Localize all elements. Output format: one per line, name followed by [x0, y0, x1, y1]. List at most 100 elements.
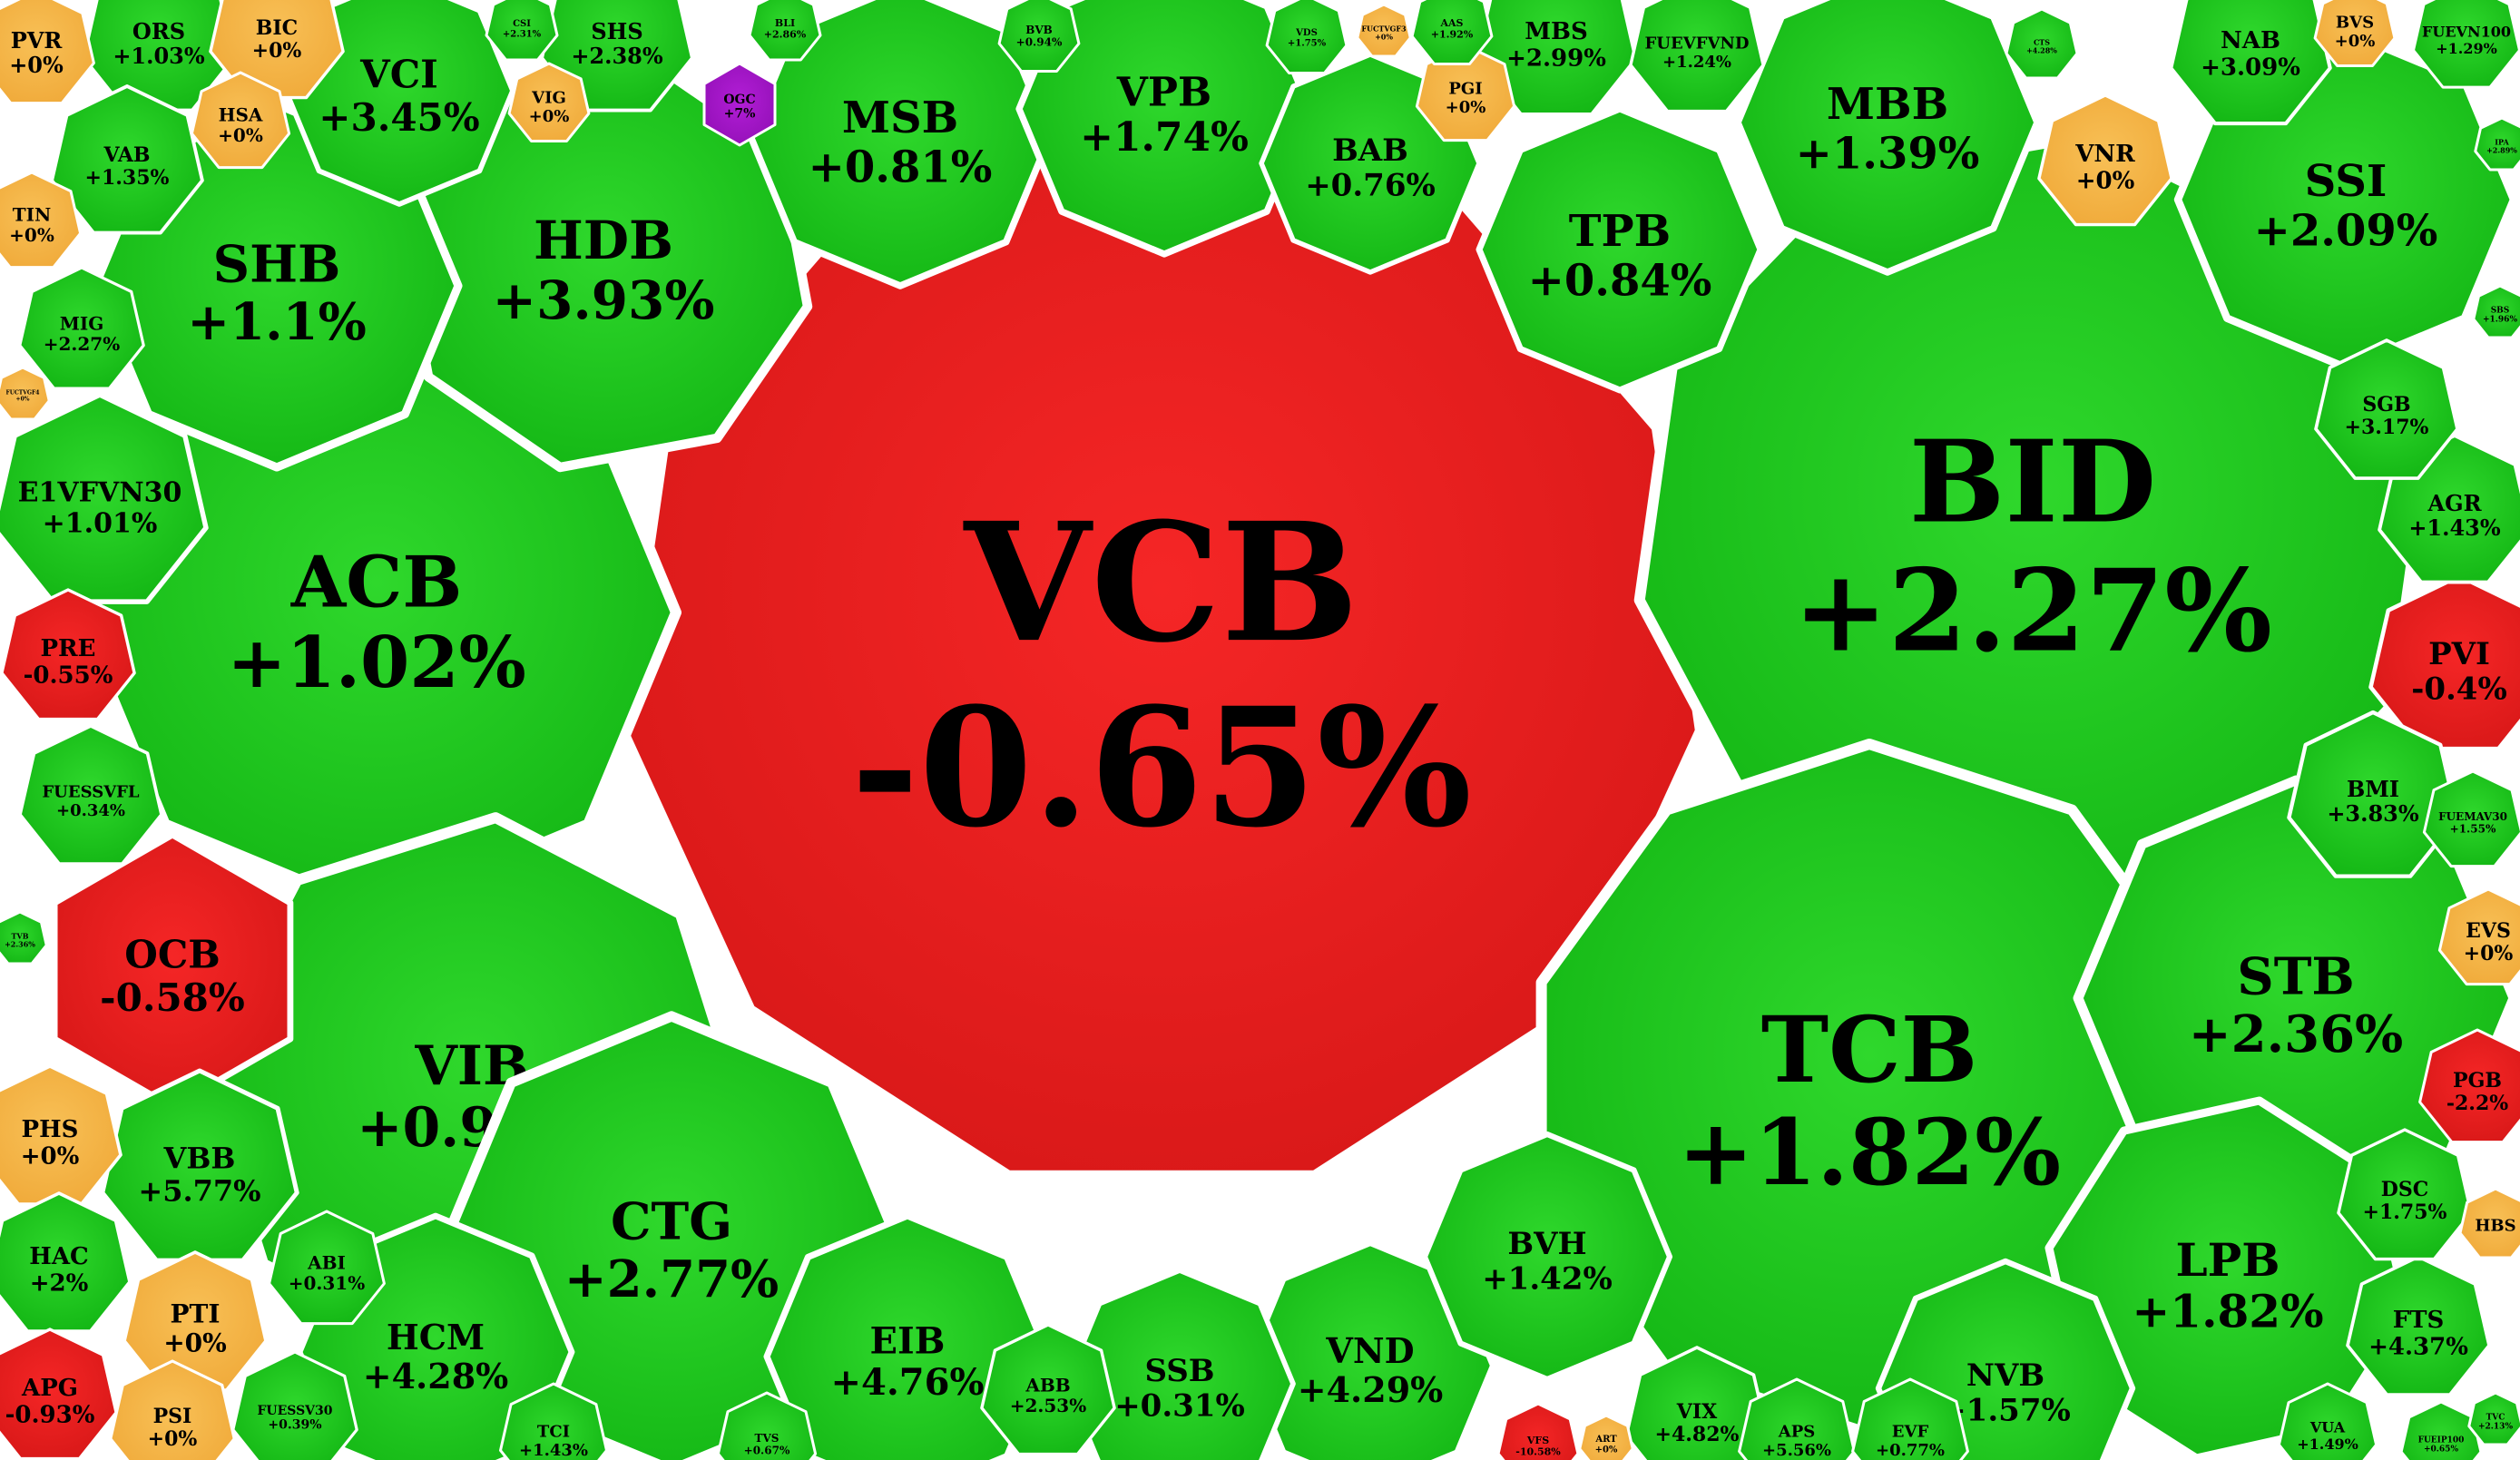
- cell-shape-fuevfvnd: [1629, 0, 1765, 113]
- cell-ogc[interactable]: OGC+7%: [702, 62, 777, 147]
- cell-vds[interactable]: VDS+1.75%: [1265, 0, 1348, 74]
- cell-evf[interactable]: EVF+0.77%: [1851, 1377, 1969, 1460]
- cell-aps[interactable]: APS+5.56%: [1738, 1377, 1856, 1460]
- cell-fuessvfl[interactable]: FUESSVFL+0.34%: [18, 724, 163, 866]
- cell-tvc[interactable]: TVC+2.13%: [2467, 1391, 2520, 1446]
- cell-dsc[interactable]: DSC+1.75%: [2337, 1128, 2473, 1261]
- cell-eib[interactable]: EIB+4.76%: [763, 1212, 1052, 1460]
- cell-mbb[interactable]: MBB+1.39%: [1734, 0, 2041, 276]
- ticker-label-aps: APS: [1778, 1423, 1816, 1442]
- change-label-fuemav30: +1.55%: [2450, 823, 2496, 836]
- cell-nab[interactable]: NAB+3.09%: [2169, 0, 2332, 126]
- cell-fuemav30[interactable]: FUEMAV30+1.55%: [2422, 769, 2520, 868]
- cell-vnr[interactable]: VNR+0%: [2037, 93, 2173, 227]
- cell-abi[interactable]: ABI+0.31%: [268, 1210, 386, 1326]
- cell-apg[interactable]: APG-0.93%: [0, 1328, 118, 1460]
- cell-tvs[interactable]: TVS+0.67%: [716, 1391, 818, 1460]
- change-label-fuevfvnd: +1.24%: [1662, 53, 1731, 72]
- cell-bli[interactable]: BLI+2.86%: [748, 0, 822, 62]
- cell-ocb[interactable]: OCB-0.58%: [51, 831, 294, 1111]
- cell-fts[interactable]: FTS+4.37%: [2346, 1255, 2491, 1396]
- cell-lpb[interactable]: LPB+1.82%: [2044, 1096, 2411, 1460]
- cell-msb[interactable]: MSB+0.81%: [747, 0, 1054, 289]
- cell-cts[interactable]: CTS+4.28%: [2005, 7, 2079, 80]
- cell-pvi[interactable]: PVI-0.4%: [2368, 573, 2520, 751]
- cell-shape-vix: [1624, 1346, 1770, 1460]
- cell-tcb[interactable]: TCB+1.82%: [1535, 739, 2203, 1439]
- cell-hac[interactable]: HAC+2%: [0, 1191, 132, 1333]
- ticker-label-fuctvgf3: FUCTVGF3: [1361, 24, 1407, 33]
- cell-acb[interactable]: ACB+1.02%: [72, 308, 681, 917]
- change-label-eib: +4.76%: [831, 1361, 985, 1404]
- cell-abb[interactable]: ABB+2.53%: [980, 1323, 1116, 1456]
- cell-ssb[interactable]: SSB+0.31%: [1064, 1268, 1296, 1460]
- cell-pgi[interactable]: PGI+0%: [1415, 44, 1516, 142]
- change-label-tpb: +0.84%: [1528, 255, 1712, 306]
- change-label-tvs: +0.67%: [744, 1445, 790, 1457]
- cell-evs[interactable]: EVS+0%: [2437, 887, 2520, 986]
- cell-csi[interactable]: CSI+2.31%: [485, 0, 559, 62]
- ticker-label-agr: AGR: [2427, 490, 2482, 516]
- cell-shape-bmi: [2287, 710, 2459, 878]
- cell-hsa[interactable]: HSA+0%: [190, 71, 291, 170]
- cell-bvs[interactable]: BVS+0%: [2313, 0, 2397, 67]
- cell-pvr[interactable]: PVR+0%: [0, 0, 95, 105]
- cell-shape-hac: [0, 1191, 132, 1333]
- cell-vbb[interactable]: VBB+5.77%: [100, 1068, 299, 1263]
- cell-psi[interactable]: PSI+0%: [109, 1359, 236, 1460]
- cell-shape-dsc: [2337, 1128, 2473, 1261]
- cell-hbs[interactable]: HBS: [2458, 1187, 2520, 1259]
- cell-vix[interactable]: VIX+4.82%: [1624, 1346, 1770, 1460]
- cell-fuessv30[interactable]: FUESSV30+0.39%: [231, 1350, 358, 1460]
- change-label-nab: +3.09%: [2201, 54, 2300, 81]
- cell-fuctvgf4[interactable]: FUCTVGF4+0%: [0, 366, 51, 421]
- cell-mbs[interactable]: MBS+2.99%: [1475, 0, 1638, 117]
- cell-e1vfvn30[interactable]: E1VFVN30+1.01%: [0, 392, 209, 604]
- cell-fuevn100[interactable]: FUEVN100+1.29%: [2412, 0, 2520, 89]
- cell-shs[interactable]: SHS+2.38%: [540, 0, 694, 113]
- cell-tin[interactable]: TIN+0%: [0, 171, 83, 269]
- cell-bvh[interactable]: BVH+1.42%: [1421, 1131, 1673, 1383]
- cell-tvb[interactable]: TVB+2.36%: [0, 910, 48, 965]
- cell-pti[interactable]: PTI+0%: [123, 1250, 268, 1392]
- cell-fueip100[interactable]: FUEIP100+0.65%: [2399, 1400, 2483, 1460]
- change-label-vpb: +1.74%: [1080, 114, 1249, 161]
- ticker-label-fuemav30: FUEMAV30: [2438, 810, 2507, 823]
- cell-pgb[interactable]: PGB-2.2%: [2418, 1028, 2520, 1144]
- cell-tci[interactable]: TCI+1.43%: [499, 1382, 608, 1460]
- ticker-label-vig: VIG: [531, 89, 566, 108]
- change-label-pvi: -0.4%: [2411, 671, 2507, 708]
- cell-vab[interactable]: VAB+1.35%: [50, 84, 204, 235]
- cell-vua[interactable]: VUA+1.49%: [2277, 1382, 2378, 1460]
- cell-aas[interactable]: AAS+1.92%: [1410, 0, 1494, 65]
- change-label-mbb: +1.39%: [1796, 128, 1980, 179]
- change-label-vix: +4.82%: [1655, 1423, 1740, 1446]
- cell-ipa[interactable]: IPA+2.89%: [2474, 116, 2520, 171]
- ticker-label-fts: FTS: [2393, 1307, 2445, 1334]
- cell-ors[interactable]: ORS+1.03%: [82, 0, 236, 113]
- cell-pre[interactable]: PRE-0.55%: [0, 588, 136, 721]
- cell-tpb[interactable]: TPB+0.84%: [1476, 105, 1764, 394]
- cell-sbs[interactable]: SBS+1.96%: [2472, 284, 2520, 339]
- ticker-label-art: ART: [1594, 1435, 1617, 1445]
- cell-art[interactable]: ART+0%: [1578, 1414, 1634, 1460]
- change-label-e1vfvn30: +1.01%: [43, 508, 158, 540]
- cell-vfs[interactable]: VFS-10.58%: [1496, 1402, 1580, 1460]
- cell-hcm[interactable]: HCM+4.28%: [296, 1212, 575, 1460]
- change-label-mig: +2.27%: [44, 333, 120, 355]
- cell-bvb[interactable]: BVB+0.94%: [997, 0, 1081, 73]
- cell-shape-tvs: [716, 1391, 818, 1460]
- cell-vig[interactable]: VIG+0%: [507, 62, 591, 142]
- cell-fuevfvnd[interactable]: FUEVFVND+1.24%: [1629, 0, 1765, 113]
- change-label-mbs: +2.99%: [1506, 44, 1606, 72]
- cell-sgb[interactable]: SGB+3.17%: [2314, 338, 2459, 480]
- change-label-bli: +2.86%: [764, 29, 807, 41]
- cell-hdb[interactable]: HDB+3.93%: [394, 54, 813, 473]
- change-label-vfs: -10.58%: [1515, 1446, 1561, 1458]
- cell-fuctvgf3[interactable]: FUCTVGF3+0%: [1356, 3, 1412, 58]
- change-label-fuevn100: +1.29%: [2436, 40, 2497, 57]
- cell-vcb[interactable]: VCB-0.65%: [617, 103, 1706, 1181]
- cell-bmi[interactable]: BMI+3.83%: [2287, 710, 2459, 878]
- ticker-label-tci: TCI: [537, 1423, 570, 1442]
- cell-mig[interactable]: MIG+2.27%: [18, 266, 145, 390]
